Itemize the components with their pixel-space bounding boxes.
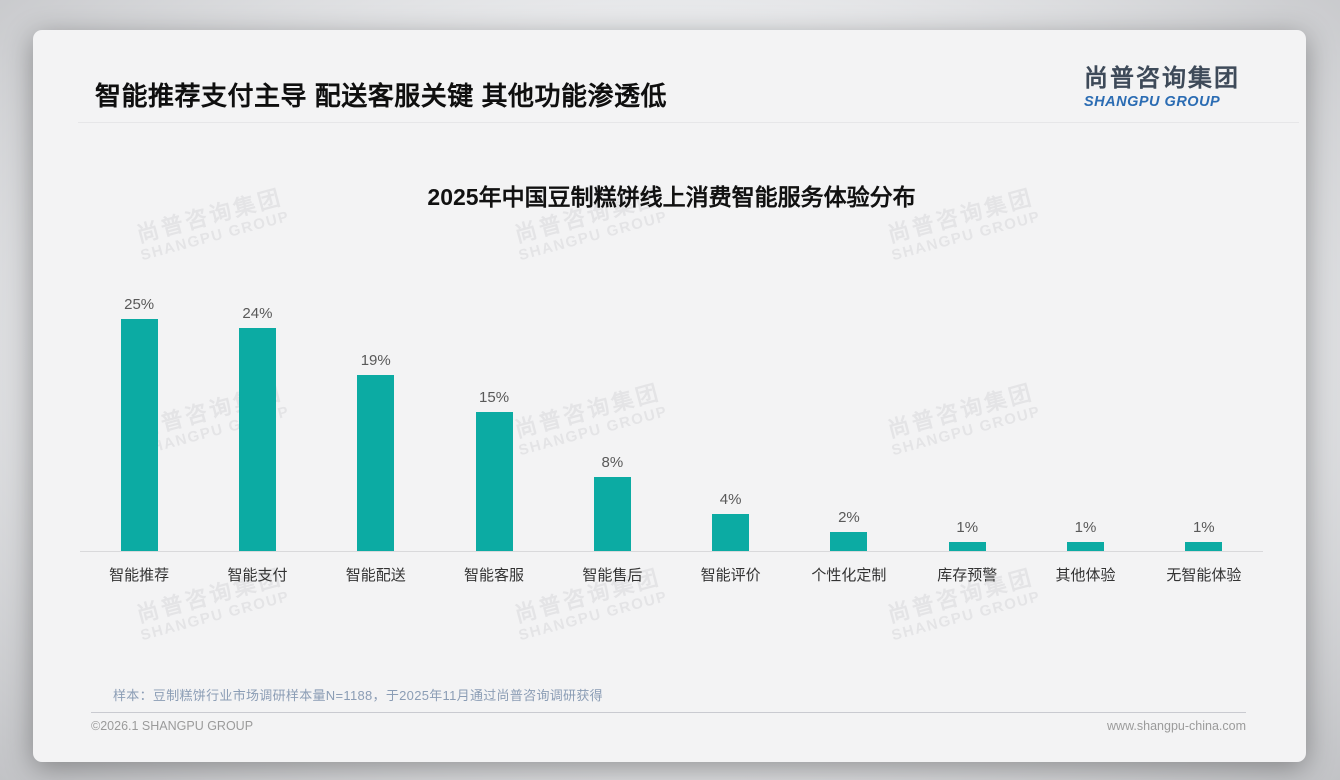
category-label: 个性化定制 [811, 567, 887, 584]
category-label: 智能评价 [700, 567, 761, 584]
bar-chart: 25% 24% 19% 15% 8% 4% 2% 1% 1% 1% [80, 210, 1263, 552]
logo-english-text: SHANGPU GROUP [1084, 94, 1221, 110]
bar-column: 19% [317, 352, 435, 551]
category-label: 智能支付 [227, 567, 288, 584]
bar-column: 8% [553, 454, 671, 551]
copyright-text: ©2026.1 SHANGPU GROUP [91, 719, 254, 733]
bar [948, 542, 986, 551]
bar-value-label: 2% [838, 509, 860, 526]
sample-note: 样本：豆制糕饼行业市场调研样本量N=1188，于2025年11月通过尚普咨询调研… [113, 688, 603, 703]
footer-divider [91, 712, 1246, 713]
bar [357, 375, 395, 551]
bar [593, 477, 631, 551]
bar [238, 328, 276, 551]
bar-value-label: 25% [124, 296, 155, 313]
watermark-english: SHANGPU GROUP [516, 588, 670, 645]
category-label: 智能推荐 [109, 567, 170, 584]
category-label: 其他体验 [1055, 567, 1116, 584]
page-title: 智能推荐支付主导 配送客服关键 其他功能渗透低 [95, 81, 667, 111]
category-label: 智能售后 [582, 567, 643, 584]
bar-value-label: 19% [360, 352, 391, 369]
bar-value-label: 8% [601, 454, 624, 471]
footer: ©2026.1 SHANGPU GROUP www.shangpu-china.… [91, 719, 1246, 733]
category-axis-labels: 智能推荐 智能支付 智能配送 智能客服 智能售后 智能评价 个性化定制 库存预警 其他体验 无智能… [80, 564, 1263, 585]
bar-value-label: 1% [1074, 519, 1097, 536]
company-logo: 尚普咨询集团 SHANGPU GROUP [1084, 58, 1240, 110]
bar-value-label: 15% [479, 389, 510, 406]
category-label: 库存预警 [937, 567, 998, 584]
bar-column: 4% [671, 491, 789, 551]
chart-title: 2025年中国豆制糕饼线上消费智能服务体验分布 [427, 184, 916, 210]
bar-column: 1% [1145, 519, 1263, 551]
bar-value-label: 1% [1192, 519, 1215, 536]
bar [712, 514, 750, 551]
slide-card: 尚普咨询集团 SHANGPU GROUP 尚普咨询集团 SHANGPU GROUP 尚普… [33, 30, 1306, 762]
title-divider [78, 122, 1299, 123]
logo-chinese-text: 尚普咨询集团 [1084, 65, 1240, 92]
category-label: 智能配送 [345, 567, 406, 584]
bar-column: 1% [908, 519, 1026, 551]
bar-value-label: 4% [719, 491, 742, 508]
category-label: 智能客服 [464, 567, 525, 584]
bar-column: 2% [790, 509, 908, 551]
bar [475, 412, 513, 551]
bar [830, 532, 868, 551]
bar [1185, 542, 1223, 551]
bar-column: 1% [1026, 519, 1144, 551]
bar-column: 24% [198, 305, 316, 551]
bar-column: 25% [80, 296, 198, 551]
bar [120, 319, 158, 551]
bar-value-label: 1% [956, 519, 979, 536]
watermark-english: SHANGPU GROUP [889, 588, 1043, 645]
website-link[interactable]: www.shangpu-china.com [1107, 719, 1246, 733]
watermark-english: SHANGPU GROUP [138, 588, 292, 645]
category-label: 无智能体验 [1166, 567, 1242, 584]
bar-column: 15% [435, 389, 553, 551]
bar [1067, 542, 1105, 551]
bar-value-label: 24% [242, 305, 273, 322]
